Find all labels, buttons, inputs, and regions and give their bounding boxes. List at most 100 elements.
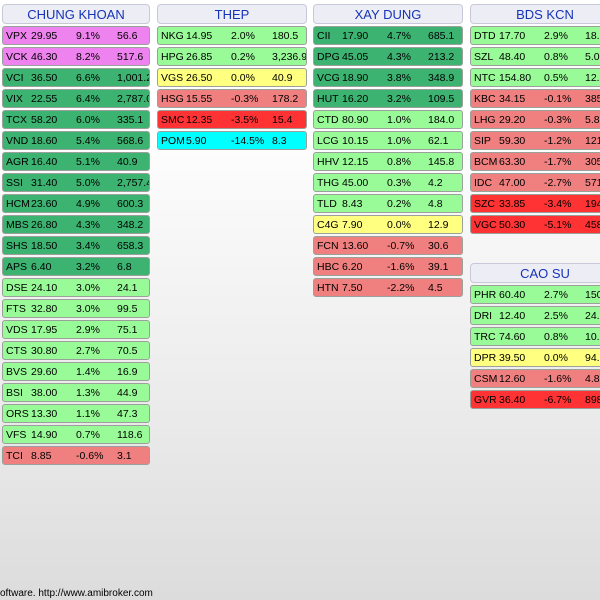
stock-volume: 348.2 (117, 219, 144, 231)
stock-row[interactable]: HUT 16.20 3.2% 109.5 (313, 89, 463, 108)
stock-price: 154.80 (499, 72, 532, 84)
stock-symbol: FCN (317, 240, 339, 252)
stock-price: 36.50 (31, 72, 58, 84)
stock-row[interactable]: FTS 32.80 3.0% 99.5 (2, 299, 150, 318)
stock-change-pct: 5.0% (76, 177, 100, 189)
stock-row[interactable]: DPG 45.05 4.3% 213.2 (313, 47, 463, 66)
stock-row[interactable]: CSM 12.60 -1.6% 4.8 (470, 369, 600, 388)
stock-row[interactable]: SSI 31.40 5.0% 2,757.4 (2, 173, 150, 192)
stock-volume: 385 (585, 93, 600, 105)
stock-row[interactable]: VIX 22.55 6.4% 2,787.0 (2, 89, 150, 108)
stock-price: 38.00 (31, 387, 58, 399)
stock-symbol: APS (6, 261, 28, 273)
stock-price: 47.00 (499, 177, 526, 189)
stock-symbol: TCX (6, 114, 27, 126)
stock-row[interactable]: SZC 33.85 -3.4% 194 (470, 194, 600, 213)
stock-row[interactable]: HCM 23.60 4.9% 600.3 (2, 194, 150, 213)
stock-row[interactable]: C4G 7.90 0.0% 12.9 (313, 215, 463, 234)
stock-row[interactable]: APS 6.40 3.2% 6.8 (2, 257, 150, 276)
stock-change-pct: -0.1% (544, 93, 572, 105)
stock-row[interactable]: SMC 12.35 -3.5% 15.4 (157, 110, 307, 129)
stock-row[interactable]: VCG 18.90 3.8% 348.9 (313, 68, 463, 87)
stock-change-pct: 2.9% (76, 324, 100, 336)
stock-row[interactable]: SZL 48.40 0.8% 5.0 (470, 47, 600, 66)
stock-volume: 213.2 (428, 51, 455, 63)
stock-row[interactable]: HHV 12.15 0.8% 145.8 (313, 152, 463, 171)
stock-row[interactable]: VFS 14.90 0.7% 118.6 (2, 425, 150, 444)
stock-row[interactable]: POM 5.90 -14.5% 8.3 (157, 131, 307, 150)
stock-row[interactable]: HTN 7.50 -2.2% 4.5 (313, 278, 463, 297)
stock-row[interactable]: TCX 58.20 6.0% 335.1 (2, 110, 150, 129)
stock-row[interactable]: CTD 80.90 1.0% 184.0 (313, 110, 463, 129)
stock-volume: 94.2 (585, 352, 600, 364)
stock-change-pct: 5.1% (76, 156, 100, 168)
stock-row[interactable]: VCI 36.50 6.6% 1,001.2 (2, 68, 150, 87)
stock-row[interactable]: BSI 38.00 1.3% 44.9 (2, 383, 150, 402)
stock-row[interactable]: THG 45.00 0.3% 4.2 (313, 173, 463, 192)
stock-row[interactable]: BVS 29.60 1.4% 16.9 (2, 362, 150, 381)
stock-volume: 109.5 (428, 93, 455, 105)
stock-symbol: FTS (6, 303, 26, 315)
stock-row[interactable]: TCI 8.85 -0.6% 3.1 (2, 446, 150, 465)
stock-price: 6.40 (31, 261, 52, 273)
stock-row[interactable]: CII 17.90 4.7% 685.1 (313, 26, 463, 45)
stock-row[interactable]: VND 18.60 5.4% 568.6 (2, 131, 150, 150)
stock-row[interactable]: DSE 24.10 3.0% 24.1 (2, 278, 150, 297)
stock-price: 16.20 (342, 93, 369, 105)
stock-row[interactable]: LCG 10.15 1.0% 62.1 (313, 131, 463, 150)
stock-price: 26.85 (186, 51, 213, 63)
stock-price: 18.60 (31, 135, 58, 147)
stock-row[interactable]: VGS 26.50 0.0% 40.9 (157, 68, 307, 87)
stock-row[interactable]: CTS 30.80 2.7% 70.5 (2, 341, 150, 360)
stock-symbol: DPG (317, 51, 340, 63)
stock-row[interactable]: TLD 8.43 0.2% 4.8 (313, 194, 463, 213)
stock-volume: 8.3 (272, 135, 287, 147)
stock-row[interactable]: AGR 16.40 5.1% 40.9 (2, 152, 150, 171)
stock-change-pct: 1.4% (76, 366, 100, 378)
stock-change-pct: 3.0% (76, 282, 100, 294)
stock-row[interactable]: IDC 47.00 -2.7% 571 (470, 173, 600, 192)
stock-change-pct: 0.0% (231, 72, 255, 84)
stock-price: 12.35 (186, 114, 213, 126)
stock-price: 7.50 (342, 282, 363, 294)
stock-row[interactable]: HSG 15.55 -0.3% 178.2 (157, 89, 307, 108)
stock-change-pct: 2.7% (544, 289, 568, 301)
stock-symbol: SIP (474, 135, 491, 147)
stock-volume: 4.8 (428, 198, 443, 210)
stock-change-pct: -2.2% (387, 282, 415, 294)
stock-volume: 194 (585, 198, 600, 210)
stock-volume: 571 (585, 177, 600, 189)
stock-volume: 5.0 (585, 51, 600, 63)
stock-row[interactable]: DRI 12.40 2.5% 24.7 (470, 306, 600, 325)
stock-price: 6.20 (342, 261, 363, 273)
stock-volume: 184.0 (428, 114, 455, 126)
stock-row[interactable]: NKG 14.95 2.0% 180.5 (157, 26, 307, 45)
stock-row[interactable]: MBS 26.80 4.3% 348.2 (2, 215, 150, 234)
stock-row[interactable]: FCN 13.60 -0.7% 30.6 (313, 236, 463, 255)
stock-volume: 18.3 (585, 30, 600, 42)
stock-row[interactable]: SIP 59.30 -1.2% 121 (470, 131, 600, 150)
stock-row[interactable]: VCK 46.30 8.2% 517.6 (2, 47, 150, 66)
stock-row[interactable]: VPX 29.95 9.1% 56.6 (2, 26, 150, 45)
stock-row[interactable]: HPG 26.85 0.2% 3,236.9 (157, 47, 307, 66)
stock-symbol: BSI (6, 387, 23, 399)
stock-volume: 16.9 (117, 366, 138, 378)
stock-symbol: HTN (317, 282, 339, 294)
stock-row[interactable]: ORS 13.30 1.1% 47.3 (2, 404, 150, 423)
stock-row[interactable]: VDS 17.95 2.9% 75.1 (2, 320, 150, 339)
stock-row[interactable]: LHG 29.20 -0.3% 5.8 (470, 110, 600, 129)
stock-change-pct: 6.4% (76, 93, 100, 105)
stock-row[interactable]: SHS 18.50 3.4% 658.3 (2, 236, 150, 255)
stock-row[interactable]: HBC 6.20 -1.6% 39.1 (313, 257, 463, 276)
stock-volume: 4.5 (428, 282, 443, 294)
